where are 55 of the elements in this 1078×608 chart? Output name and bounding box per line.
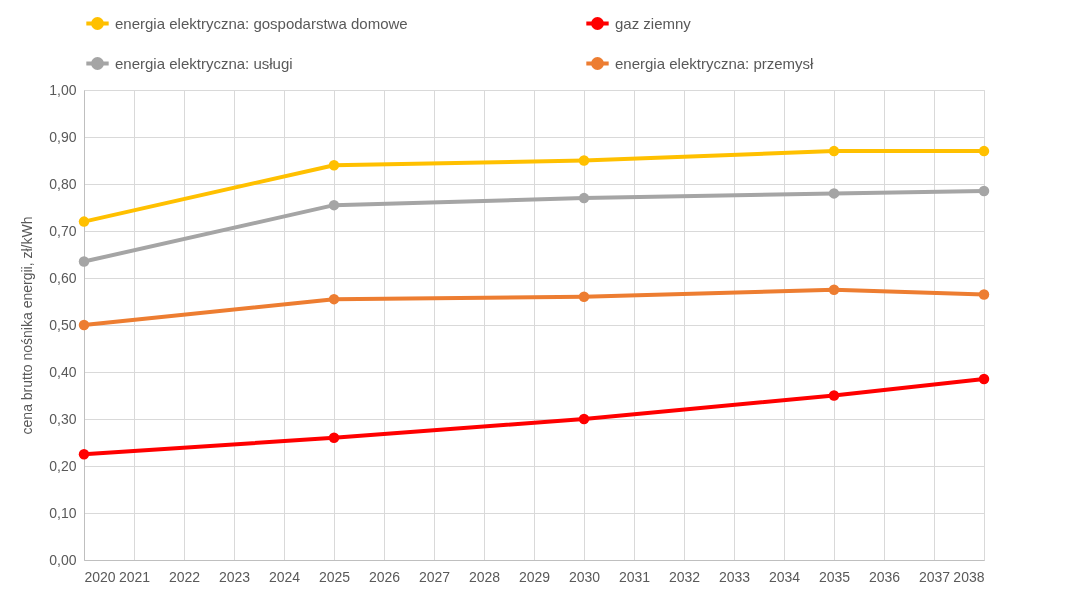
point [328, 293, 340, 305]
x-tick-label: 2021 [118, 568, 151, 585]
y-axis-title: cena brutto nośnika energii, zł/kWh [19, 216, 36, 435]
legend-label: energia elektryczna: przemysł [615, 54, 815, 72]
x-tick-label: 2030 [568, 568, 601, 585]
y-tick-label: 0,20 [49, 457, 77, 474]
y-tick-label: 0,60 [49, 269, 77, 286]
point [978, 373, 990, 385]
point [978, 145, 990, 157]
x-tick-label: 2035 [818, 568, 851, 585]
point [78, 256, 90, 267]
point [828, 145, 840, 157]
point [828, 188, 840, 199]
x-tick-label: 2025 [318, 568, 351, 585]
x-tick-label: 2024 [268, 568, 301, 585]
legend-label: gaz ziemny [615, 14, 692, 32]
x-tick-label: 2020 [84, 568, 116, 585]
point [828, 284, 840, 295]
point [578, 155, 590, 166]
point [328, 199, 340, 211]
x-tick-label: 2034 [768, 568, 801, 585]
point [978, 185, 990, 197]
point [978, 289, 990, 300]
y-tick-label: 1,00 [49, 81, 77, 98]
point [78, 216, 90, 227]
y-tick-label: 0,40 [49, 363, 77, 380]
y-tick-label: 0,50 [49, 316, 77, 333]
x-tick-label: 2032 [668, 568, 701, 585]
point [78, 449, 90, 460]
legend-label: energia elektryczna: gospodarstwa domowe [115, 14, 408, 32]
point [578, 291, 590, 303]
x-tick-label: 2033 [718, 568, 751, 585]
x-tick-label: 2027 [418, 568, 451, 585]
y-tick-label: 0,30 [49, 410, 77, 427]
y-tick-label: 0,80 [49, 175, 77, 192]
point [578, 413, 590, 425]
x-tick-label: 2026 [368, 568, 401, 585]
point [578, 192, 590, 204]
x-tick-label: 2031 [618, 568, 651, 585]
y-tick-label: 0,10 [49, 504, 77, 521]
y-tick-label: 0,00 [49, 551, 77, 568]
x-tick-label: 2038 [953, 568, 985, 585]
x-tick-label: 2022 [168, 568, 201, 585]
y-tick-label: 0,90 [49, 128, 77, 145]
y-tick-label: 0,70 [49, 222, 77, 239]
x-tick-label: 2028 [468, 568, 501, 585]
point [828, 390, 840, 401]
point [328, 159, 340, 171]
point [328, 432, 340, 444]
x-tick-label: 2036 [868, 568, 901, 585]
point [78, 319, 90, 331]
legend-label: energia elektryczna: usługi [115, 54, 293, 72]
x-tick-label: 2029 [518, 568, 551, 585]
x-tick-label: 2023 [218, 568, 251, 585]
x-tick-label: 2037 [918, 568, 951, 585]
